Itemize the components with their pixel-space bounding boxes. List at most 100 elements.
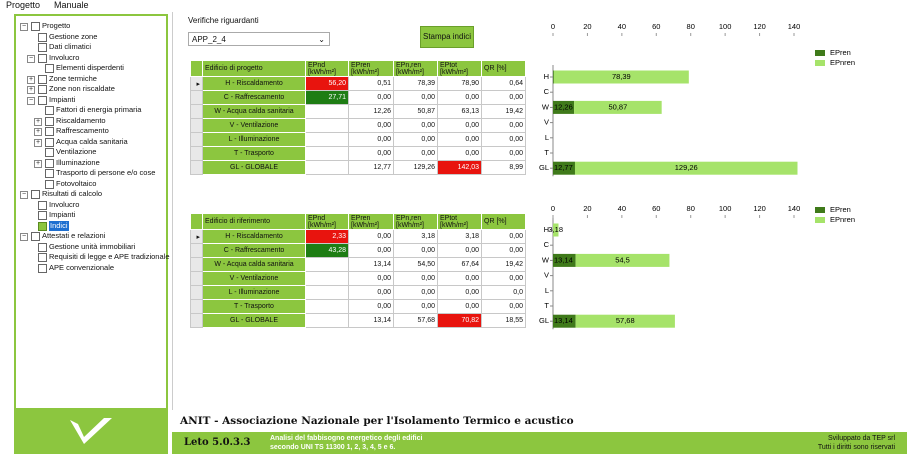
legend-swatch	[815, 50, 825, 56]
description: Analisi del fabbisogno energetico degli …	[270, 435, 423, 442]
checkbox[interactable]	[31, 232, 40, 241]
x-tick-label: 20	[583, 204, 591, 213]
x-tick-label: 100	[719, 204, 732, 213]
tree-label: Acqua calda sanitaria	[56, 136, 128, 146]
category-label: C	[544, 240, 550, 249]
table-row[interactable]: V - Ventilazione 0,00 0,00 0,00 0,00	[190, 118, 526, 133]
x-tick-label: 120	[753, 204, 766, 213]
table: Edificio di riferimento EPnd [kWh/m²] EPre…	[190, 213, 526, 328]
checkbox[interactable]	[38, 43, 47, 52]
expander[interactable]: +	[34, 117, 42, 126]
category-label: H	[544, 72, 549, 81]
legend-label: EPnren	[830, 215, 855, 224]
checkbox[interactable]	[31, 190, 40, 199]
print-button[interactable]: Stampa indici	[420, 26, 474, 48]
bar-segment	[574, 100, 662, 114]
header-cell: EPren [kWh/m²]	[348, 60, 394, 77]
footer-title: ANIT - Associazione Nazionale per l'Isol…	[180, 415, 574, 427]
checkbox[interactable]	[38, 53, 47, 63]
checkbox[interactable]	[38, 200, 47, 210]
table-row[interactable]: T - Trasporto 0,00 0,00 0,00 0,00	[190, 299, 526, 314]
table-row[interactable]: T - Trasporto 0,00 0,00 0,00 0,00	[190, 146, 526, 161]
table-row[interactable]: GL - GLOBALE 13,14 57,68 70,82 18,55	[190, 313, 526, 328]
category-label: L	[545, 286, 549, 295]
checkbox[interactable]	[38, 211, 47, 220]
checkbox[interactable]	[38, 242, 47, 252]
table: Edificio di progetto EPnd [kWh/m²] EPren […	[190, 60, 526, 175]
bar-segment	[574, 161, 798, 175]
bar-segment	[553, 100, 575, 114]
bar-segment	[553, 161, 575, 175]
expander[interactable]: +	[34, 138, 42, 147]
tree-label: Fattori di energia primaria	[56, 105, 142, 114]
table-row[interactable]: L - Illuminazione 0,00 0,00 0,00 0,00	[190, 132, 526, 147]
charts: 020406080100120140H0,5178,39CW12,2650,87…	[539, 22, 855, 330]
checkbox[interactable]	[38, 95, 47, 105]
expander[interactable]: −	[20, 233, 28, 241]
checkbox[interactable]	[31, 22, 40, 31]
expander[interactable]: −	[27, 54, 35, 63]
checkbox[interactable]	[38, 221, 47, 231]
checkbox[interactable]	[38, 74, 47, 84]
table-row[interactable]: W - Acqua calda sanitaria 12,26 50,87 63,13…	[190, 104, 526, 119]
row-name: L - Illuminazione	[202, 132, 306, 147]
checkbox[interactable]	[45, 137, 54, 147]
checkbox[interactable]	[38, 32, 47, 42]
x-tick-label: 120	[753, 22, 766, 31]
table-row[interactable]: V - Ventilazione 0,00 0,00 0,00 0,00	[190, 271, 526, 286]
dropdown-arrow: ⌄	[318, 35, 325, 44]
table-row[interactable]: ▸ H - Riscaldamento 2,33 0,00 3,18 3,18 0,00	[190, 229, 526, 244]
row-name: GL - GLOBALE	[202, 313, 306, 328]
expander[interactable]: −	[20, 191, 28, 199]
checkbox[interactable]	[38, 85, 47, 94]
cell: 70,82	[437, 313, 482, 328]
tree-label: Involucro	[49, 52, 80, 62]
value-label: 57,68	[616, 316, 635, 325]
selector-label: Verifiche riguardanti	[188, 16, 259, 25]
value-label: 129,26	[675, 163, 698, 172]
tree-label: Progetto	[42, 21, 71, 30]
dropdown[interactable]: APP_2_4 ⌄	[188, 32, 330, 46]
x-tick-label: 40	[618, 204, 626, 213]
menu-item[interactable]: Manuale	[54, 0, 89, 10]
checkbox[interactable]	[45, 169, 54, 178]
table-row[interactable]: GL - GLOBALE 12,77 129,26 142,03 8,99	[190, 160, 526, 175]
checkbox[interactable]	[45, 179, 54, 189]
legend-label: EPnren	[830, 58, 855, 67]
checkbox[interactable]	[45, 148, 54, 157]
checkbox[interactable]	[45, 116, 54, 126]
header-cell: EPn,ren [kWh/m²]	[393, 213, 438, 230]
checkbox[interactable]	[38, 253, 47, 262]
tree-label: Riscaldamento	[56, 115, 106, 125]
x-tick-label: 40	[618, 22, 626, 31]
category-label: L	[545, 133, 549, 142]
checkbox[interactable]	[45, 158, 54, 168]
dropdown-value: APP_2_4	[192, 35, 226, 44]
cell: 142,03	[437, 160, 482, 175]
divider	[172, 12, 173, 410]
header-cell: EPtot [kWh/m²]	[437, 213, 482, 230]
expander[interactable]: −	[27, 96, 35, 105]
legend-swatch	[815, 60, 825, 66]
expander[interactable]: +	[34, 159, 42, 168]
checkbox[interactable]	[45, 127, 54, 136]
category-label: C	[544, 87, 550, 96]
value-label: 12,77	[554, 163, 573, 172]
category-label: H	[544, 225, 549, 234]
expander[interactable]: +	[27, 75, 35, 84]
value-label: 3,18	[548, 225, 563, 234]
category-label: W	[542, 102, 550, 111]
category-label: GL	[539, 316, 549, 325]
checkbox[interactable]	[38, 263, 47, 273]
menu-bar: Progetto Manuale	[6, 0, 103, 10]
checkbox[interactable]	[45, 106, 54, 115]
expander[interactable]: +	[27, 86, 35, 94]
expander[interactable]: −	[20, 23, 28, 31]
row-name: W - Acqua calda sanitaria	[202, 104, 306, 119]
checkbox[interactable]	[45, 64, 54, 73]
menu-item[interactable]: Progetto	[6, 0, 41, 10]
tree-label: Involucro	[49, 199, 80, 209]
expander[interactable]: +	[34, 128, 42, 136]
table-row[interactable]: ▸ H - Riscaldamento 56,20 0,51 78,39 78,90 0,6…	[190, 76, 526, 91]
